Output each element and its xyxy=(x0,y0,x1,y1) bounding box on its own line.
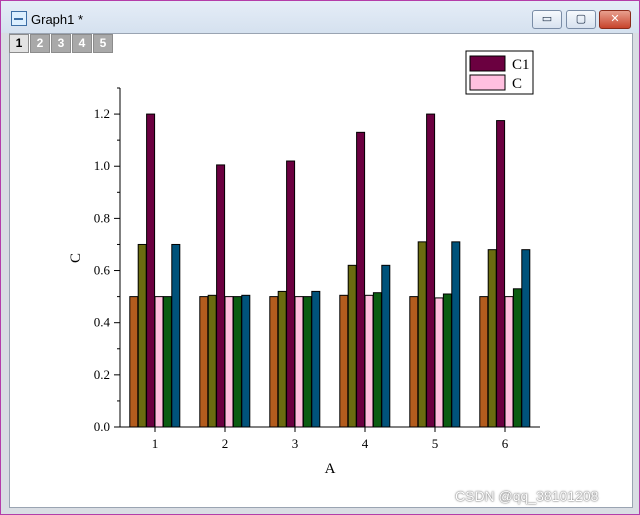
bar-s4-6[interactable] xyxy=(504,296,514,428)
bar-s3-6[interactable] xyxy=(496,120,506,428)
bar-s6-2[interactable] xyxy=(241,294,251,428)
title-bar[interactable]: Graph1 * ▭ ▢ ✕ xyxy=(1,1,639,33)
x-tick-label-4: 4 xyxy=(362,436,369,451)
bar-s5-2[interactable] xyxy=(232,296,242,428)
bars-group xyxy=(129,113,531,428)
graph-window-icon xyxy=(11,11,27,26)
bar-s4-1[interactable] xyxy=(154,296,164,428)
bar-s4-2[interactable] xyxy=(224,296,234,428)
legend-label-c: C xyxy=(512,76,522,92)
legend-swatch-c1 xyxy=(469,55,506,72)
bar-s1-1[interactable] xyxy=(129,296,139,428)
bar-s5-3[interactable] xyxy=(302,296,312,428)
y-tick-label-0.4: 0.4 xyxy=(94,315,111,330)
bar-s2-4[interactable] xyxy=(347,264,357,428)
bar-s4-5[interactable] xyxy=(434,297,444,428)
bar-s2-2[interactable] xyxy=(207,294,217,428)
y-tick-label-0.0: 0.0 xyxy=(94,419,110,434)
bar-s6-1[interactable] xyxy=(171,243,181,428)
y-tick-label-1.2: 1.2 xyxy=(94,106,110,121)
bar-s3-3[interactable] xyxy=(286,160,296,428)
bar-s4-3[interactable] xyxy=(294,296,304,428)
layer-tab-3[interactable]: 3 xyxy=(51,34,71,53)
bar-s2-3[interactable] xyxy=(277,290,287,428)
y-tick-label-0.8: 0.8 xyxy=(94,210,110,225)
bar-s2-5[interactable] xyxy=(417,241,427,428)
bar-s2-6[interactable] xyxy=(487,249,497,428)
x-tick-label-2: 2 xyxy=(222,436,229,451)
bar-s1-5[interactable] xyxy=(409,296,419,428)
bar-s1-4[interactable] xyxy=(339,294,349,428)
bar-s1-6[interactable] xyxy=(479,296,489,428)
layer-tab-1[interactable]: 1 xyxy=(9,34,29,53)
y-axis-title: C xyxy=(68,253,84,263)
window-title: Graph1 * xyxy=(31,12,84,27)
bar-s3-4[interactable] xyxy=(356,131,366,428)
bar-s1-2[interactable] xyxy=(199,296,209,428)
close-button[interactable]: ✕ xyxy=(599,10,631,29)
bar-s5-6[interactable] xyxy=(512,288,522,428)
x-axis-title: A xyxy=(325,461,336,477)
x-tick-label-5: 5 xyxy=(432,436,439,451)
legend[interactable]: C1 C xyxy=(465,50,534,95)
legend-swatch-c xyxy=(469,74,506,91)
bar-s3-2[interactable] xyxy=(216,164,226,428)
bar-s6-6[interactable] xyxy=(521,249,531,428)
y-tick-label-0.2: 0.2 xyxy=(94,367,110,382)
bar-s2-1[interactable] xyxy=(137,243,147,428)
bar-s1-3[interactable] xyxy=(269,296,279,428)
layer-tab-4[interactable]: 4 xyxy=(72,34,92,53)
layer-tab-2[interactable]: 2 xyxy=(30,34,50,53)
bar-s3-1[interactable] xyxy=(146,113,156,428)
bar-s6-3[interactable] xyxy=(311,290,321,428)
bar-s5-4[interactable] xyxy=(372,292,382,428)
bar-s6-4[interactable] xyxy=(381,264,391,428)
bar-s3-5[interactable] xyxy=(426,113,436,428)
bar-s4-4[interactable] xyxy=(364,294,374,428)
minimize-button[interactable]: ▭ xyxy=(532,10,562,29)
layer-tab-5[interactable]: 5 xyxy=(93,34,113,53)
bar-s6-5[interactable] xyxy=(451,241,461,428)
x-tick-label-3: 3 xyxy=(292,436,299,451)
watermark: CSDN @qq_38101208 xyxy=(455,488,599,504)
x-tick-label-6: 6 xyxy=(502,436,509,451)
y-tick-label-1.0: 1.0 xyxy=(94,158,110,173)
axes-group: 1 2 3 4 5 6 0.0 0.2 0.4 0.6 0.8 1.0 1.2 xyxy=(94,87,540,451)
y-tick-label-0.6: 0.6 xyxy=(94,263,111,278)
legend-label-c1: C1 xyxy=(512,57,530,73)
maximize-button[interactable]: ▢ xyxy=(566,10,596,29)
x-tick-label-1: 1 xyxy=(152,436,159,451)
bar-s5-1[interactable] xyxy=(162,296,172,428)
bar-s5-5[interactable] xyxy=(442,293,452,428)
